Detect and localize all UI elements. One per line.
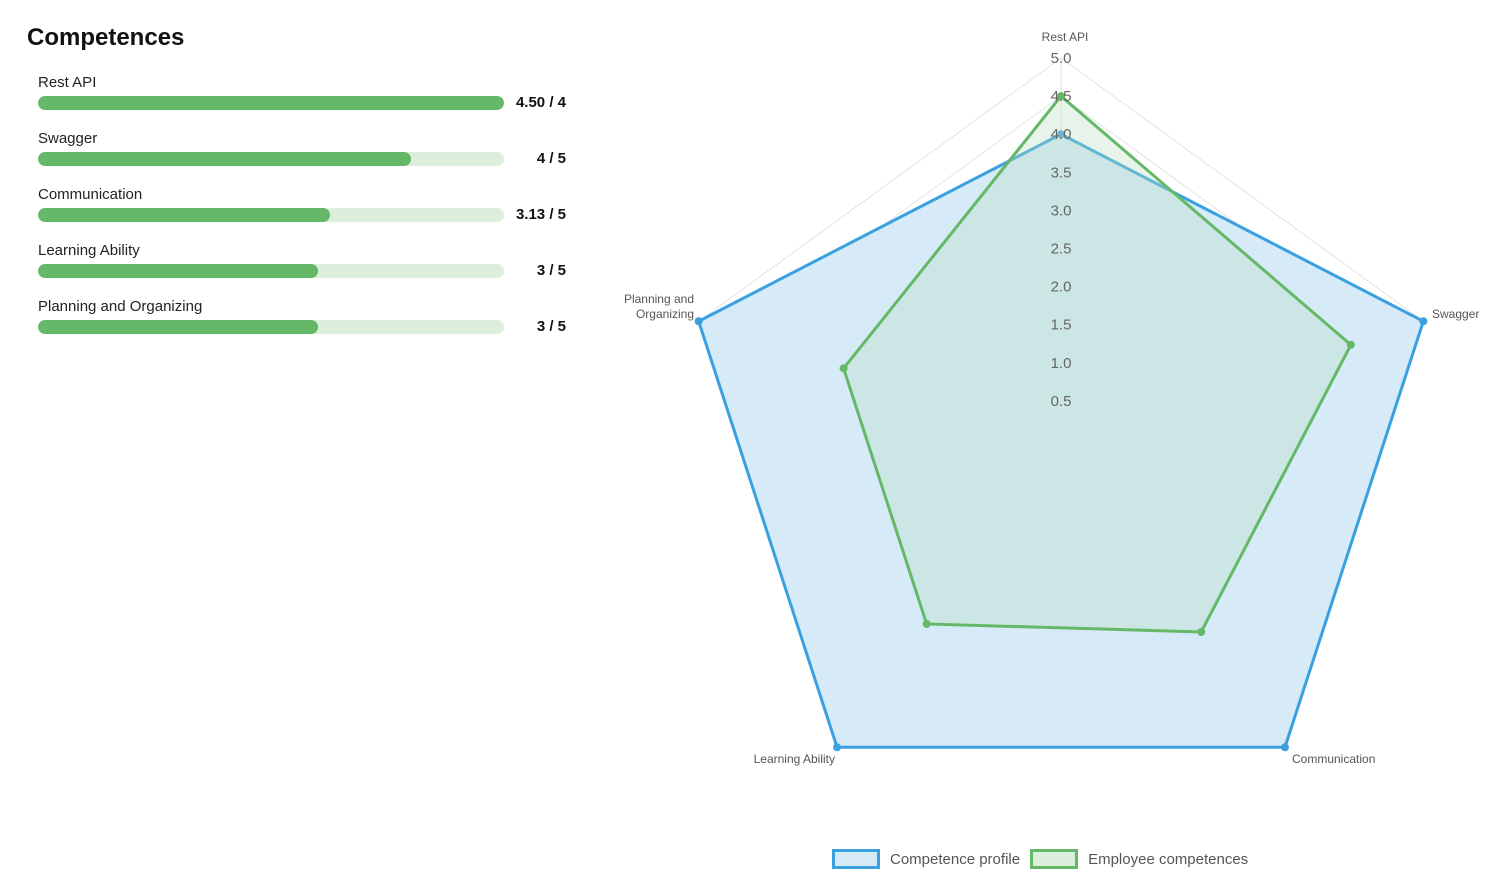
competence-progress-track — [38, 96, 504, 110]
competence-progress-track — [38, 264, 504, 278]
axis-label: Organizing — [636, 307, 694, 321]
competence-score: 3 / 5 — [536, 262, 566, 279]
axis-label: Communication — [1292, 752, 1375, 766]
legend-swatch — [1030, 849, 1079, 869]
competence-progress-track — [38, 320, 504, 334]
competence-progress-track — [38, 208, 504, 222]
competence-list: Rest API 4.50 / 4 Swagger 4 / 5 Communicatio… — [27, 74, 572, 354]
series-point — [1197, 627, 1206, 636]
competence-progress-fill — [38, 96, 504, 110]
radial-tick-label: 0.5 — [1051, 393, 1072, 410]
competence-score: 4.50 / 4 — [515, 94, 566, 111]
radial-tick-label: 2.5 — [1051, 241, 1072, 258]
legend-label: Employee competences — [1088, 850, 1249, 868]
series-area — [841, 93, 1353, 634]
series-point — [1280, 743, 1289, 752]
competence-label: Communication — [38, 186, 143, 203]
radial-tick-label: 4.5 — [1051, 88, 1072, 105]
competence-score: 3.13 / 5 — [515, 206, 566, 223]
legend-item[interactable]: Competence profile — [832, 849, 1020, 869]
legend-label: Competence profile — [890, 850, 1021, 868]
chart-legend: Competence profile Employee competences — [832, 848, 1258, 870]
competences-panel: Competences Rest API 4.50 / 4 Swagger 4 / 5… — [27, 22, 572, 354]
competence-label: Swagger — [38, 130, 98, 147]
competence-progress-fill — [38, 320, 318, 334]
competence-item: Swagger 4 / 5 — [38, 130, 572, 186]
competence-label: Learning Ability — [38, 242, 140, 259]
competence-progress-track — [38, 152, 504, 166]
competence-score: 3 / 5 — [536, 318, 566, 335]
competence-item: Learning Ability 3 / 5 — [38, 242, 572, 298]
series-point — [839, 364, 848, 373]
series-point — [1057, 130, 1065, 139]
series-point — [1057, 92, 1065, 101]
competence-progress-fill — [38, 208, 330, 222]
series-point — [922, 619, 931, 628]
radial-tick-label: 1.0 — [1051, 355, 1072, 372]
competence-score: 4 / 5 — [536, 150, 566, 167]
radial-tick-label: 4.0 — [1051, 126, 1072, 143]
series-point — [694, 317, 703, 326]
competence-item: Rest API 4.50 / 4 — [38, 74, 572, 130]
series-point — [1346, 340, 1355, 349]
legend-item[interactable]: Employee competences — [1030, 849, 1248, 869]
radial-tick-label: 3.5 — [1051, 164, 1072, 181]
series-area — [696, 132, 1426, 749]
axis-label: Learning Ability — [754, 752, 835, 766]
legend-swatch — [832, 849, 880, 869]
competence-item: Communication 3.13 / 5 — [38, 186, 572, 242]
axis-label: Swagger — [1432, 307, 1479, 321]
radial-tick-label: 1.5 — [1051, 317, 1072, 334]
competence-label: Planning and Organizing — [38, 298, 203, 315]
axis-label: Rest API — [1042, 30, 1089, 44]
axis-label: Planning and — [624, 292, 694, 306]
competence-item: Planning and Organizing 3 / 5 — [38, 298, 572, 354]
competence-label: Rest API — [38, 74, 97, 91]
radial-tick-label: 5.0 — [1051, 50, 1072, 67]
competence-progress-fill — [38, 152, 411, 166]
panel-title: Competences — [27, 24, 185, 51]
series-point — [1419, 317, 1428, 326]
competence-progress-fill — [38, 264, 318, 278]
series-point — [833, 743, 842, 752]
radial-tick-label: 3.0 — [1051, 202, 1072, 219]
radial-tick-label: 2.0 — [1051, 279, 1072, 296]
